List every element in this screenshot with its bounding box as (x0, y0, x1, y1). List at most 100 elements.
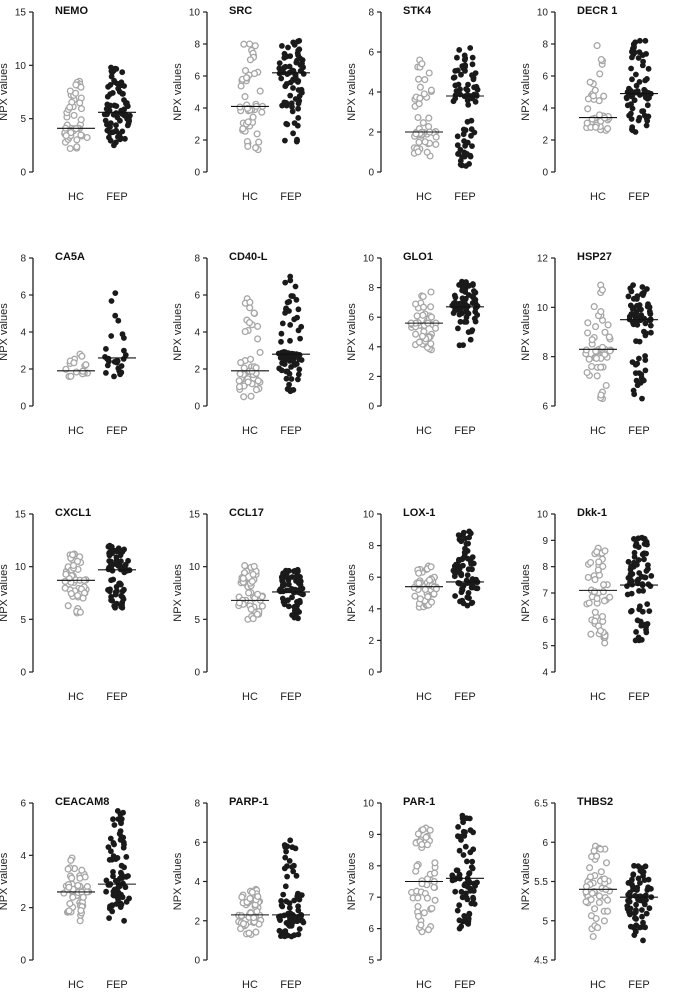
hc-point (244, 118, 252, 126)
fep-point (460, 529, 467, 536)
y-tick-label: 12 (537, 254, 549, 265)
fep-point (291, 568, 298, 574)
fep-point (462, 535, 468, 542)
fep-point (468, 132, 474, 139)
hc-point (588, 336, 596, 344)
chart-title: Dkk-1 (577, 507, 607, 519)
y-tick-label: 8 (194, 254, 200, 265)
fep-point (631, 536, 637, 542)
fep-point (285, 603, 292, 610)
fep-point (638, 622, 645, 629)
fep-point (467, 336, 474, 343)
y-tick-label: 2 (368, 372, 374, 383)
y-tick-label: 9 (368, 830, 374, 841)
fep-point (110, 869, 116, 875)
hc-point (65, 907, 73, 915)
hc-point (412, 300, 420, 308)
fep-point (119, 69, 126, 76)
fep-point (623, 94, 630, 101)
fep-point (629, 127, 636, 134)
fep-point (290, 130, 296, 137)
y-tick-label: 10 (537, 303, 549, 314)
fep-point (463, 306, 469, 313)
fep-point (454, 907, 461, 914)
fep-point (465, 81, 471, 88)
fep-point (639, 395, 645, 402)
fep-point (108, 298, 115, 304)
fep-point (631, 862, 637, 869)
fep-point (646, 608, 653, 614)
fep-point (121, 917, 127, 924)
fep-point (296, 366, 303, 373)
fep-point (290, 85, 296, 91)
fep-label: FEP (628, 191, 649, 203)
hc-label: HC (590, 191, 606, 203)
fep-point (627, 87, 634, 94)
fep-point (295, 105, 301, 112)
hc-point (67, 372, 75, 380)
hc-point (241, 67, 250, 75)
fep-point (120, 834, 127, 841)
fep-point (640, 587, 646, 594)
fep-point (294, 57, 300, 64)
fep-point (298, 323, 305, 330)
fep-point (290, 868, 297, 875)
fep-point (641, 574, 648, 581)
hc-point (417, 921, 425, 929)
hc-point (70, 359, 78, 367)
hc-point (589, 92, 597, 100)
fep-point (456, 47, 463, 53)
fep-point (118, 869, 124, 876)
y-tick-label: 15 (15, 8, 27, 19)
hc-point (588, 115, 596, 123)
fep-point (467, 45, 474, 51)
y-tick-label: 0 (368, 402, 374, 413)
hc-point (247, 392, 255, 400)
hc-point (597, 363, 605, 371)
fep-point (461, 153, 468, 160)
fep-point (636, 302, 643, 308)
hc-point (589, 932, 597, 941)
hc-point (425, 576, 434, 584)
hc-point (415, 579, 423, 587)
fep-point (455, 580, 462, 586)
fep-point (449, 877, 456, 884)
fep-point (108, 593, 114, 600)
fep-point (105, 587, 111, 593)
fep-point (627, 893, 633, 899)
y-tick-label: 6 (542, 615, 548, 626)
y-tick-label: 8 (194, 40, 200, 51)
chart-title: THBS2 (577, 796, 613, 808)
hc-point (601, 639, 609, 647)
fep-point (636, 588, 642, 594)
y-tick-label: 4 (542, 104, 548, 115)
hc-point (604, 321, 612, 329)
y-tick-label: 10 (363, 254, 375, 265)
y-tick-label: 8 (368, 283, 374, 294)
fep-point (293, 296, 300, 303)
chart-par-1: PAR-1 5 6 7 8 9 10 NPX values HC FEP (346, 796, 484, 991)
fep-point (295, 47, 302, 54)
hc-point (74, 591, 82, 600)
hc-point (431, 859, 439, 867)
fep-point (459, 285, 466, 292)
y-tick-label: 0 (194, 402, 200, 413)
fep-point (451, 74, 458, 81)
fep-point (122, 561, 129, 568)
fep-point (642, 94, 649, 101)
fep-point (464, 97, 471, 104)
fep-point (636, 355, 642, 362)
fep-point (113, 66, 120, 72)
fep-point (461, 319, 468, 325)
hc-point (76, 874, 84, 882)
hc-point (591, 576, 599, 584)
chart-title: CXCL1 (55, 507, 91, 519)
fep-point (118, 862, 125, 869)
fep-point (641, 877, 648, 883)
fep-point (103, 888, 109, 895)
hc-label: HC (416, 425, 432, 437)
y-axis-title: NPX values (520, 63, 532, 121)
fep-point (469, 95, 476, 102)
hc-point (432, 133, 440, 141)
fep-point (469, 61, 476, 68)
